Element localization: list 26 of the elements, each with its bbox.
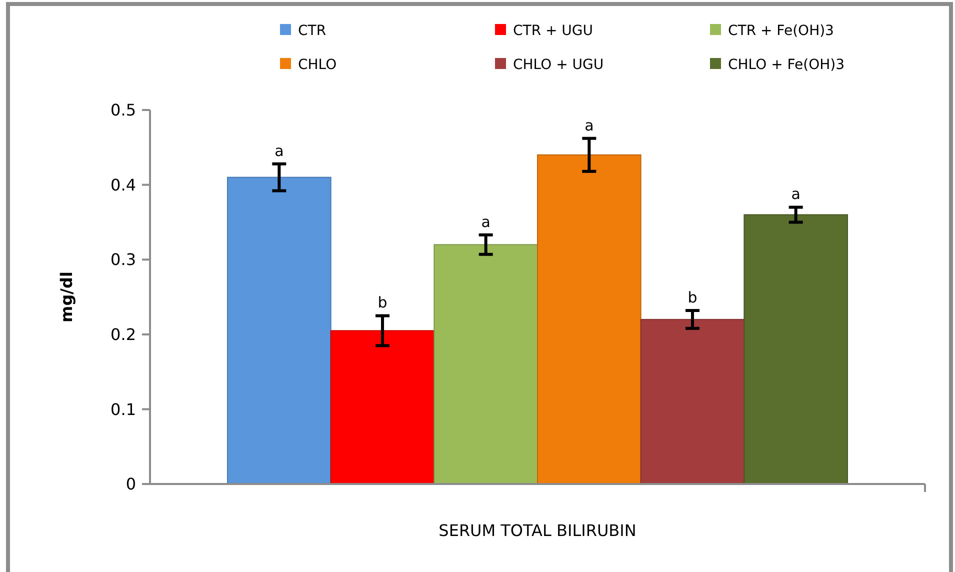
legend-label: CHLO [298, 57, 337, 73]
legend-label: CHLO + UGU [513, 57, 604, 73]
bar [434, 244, 538, 484]
bar [330, 330, 435, 484]
data-label: b [688, 288, 698, 306]
bar [744, 214, 848, 484]
data-label: a [274, 142, 284, 160]
bar [227, 176, 332, 484]
data-label: a [791, 185, 800, 204]
bar [537, 154, 642, 484]
bar [640, 318, 745, 484]
legend-label: CTR + Fe(OH)3 [728, 23, 834, 39]
y-tick-label: 0.2 [110, 325, 136, 344]
y-tick-label: 0.3 [110, 250, 136, 270]
y-tick-label: 0.5 [110, 100, 136, 120]
y-tick-label: 0.4 [110, 175, 136, 194]
data-label: a [584, 116, 594, 134]
legend-label: CTR + UGU [513, 23, 594, 39]
data-label: a [481, 212, 490, 231]
y-tick-label: 0 [126, 474, 136, 494]
x-tick-label: SERUM TOTAL BILIRUBIN [438, 521, 636, 540]
y-tick-label: 0.1 [110, 400, 136, 419]
y-axis-title: mg/dl [57, 272, 76, 322]
legend-label: CHLO + Fe(OH)3 [728, 57, 845, 73]
legend-label: CTR [298, 23, 326, 39]
data-label: b [378, 294, 388, 312]
